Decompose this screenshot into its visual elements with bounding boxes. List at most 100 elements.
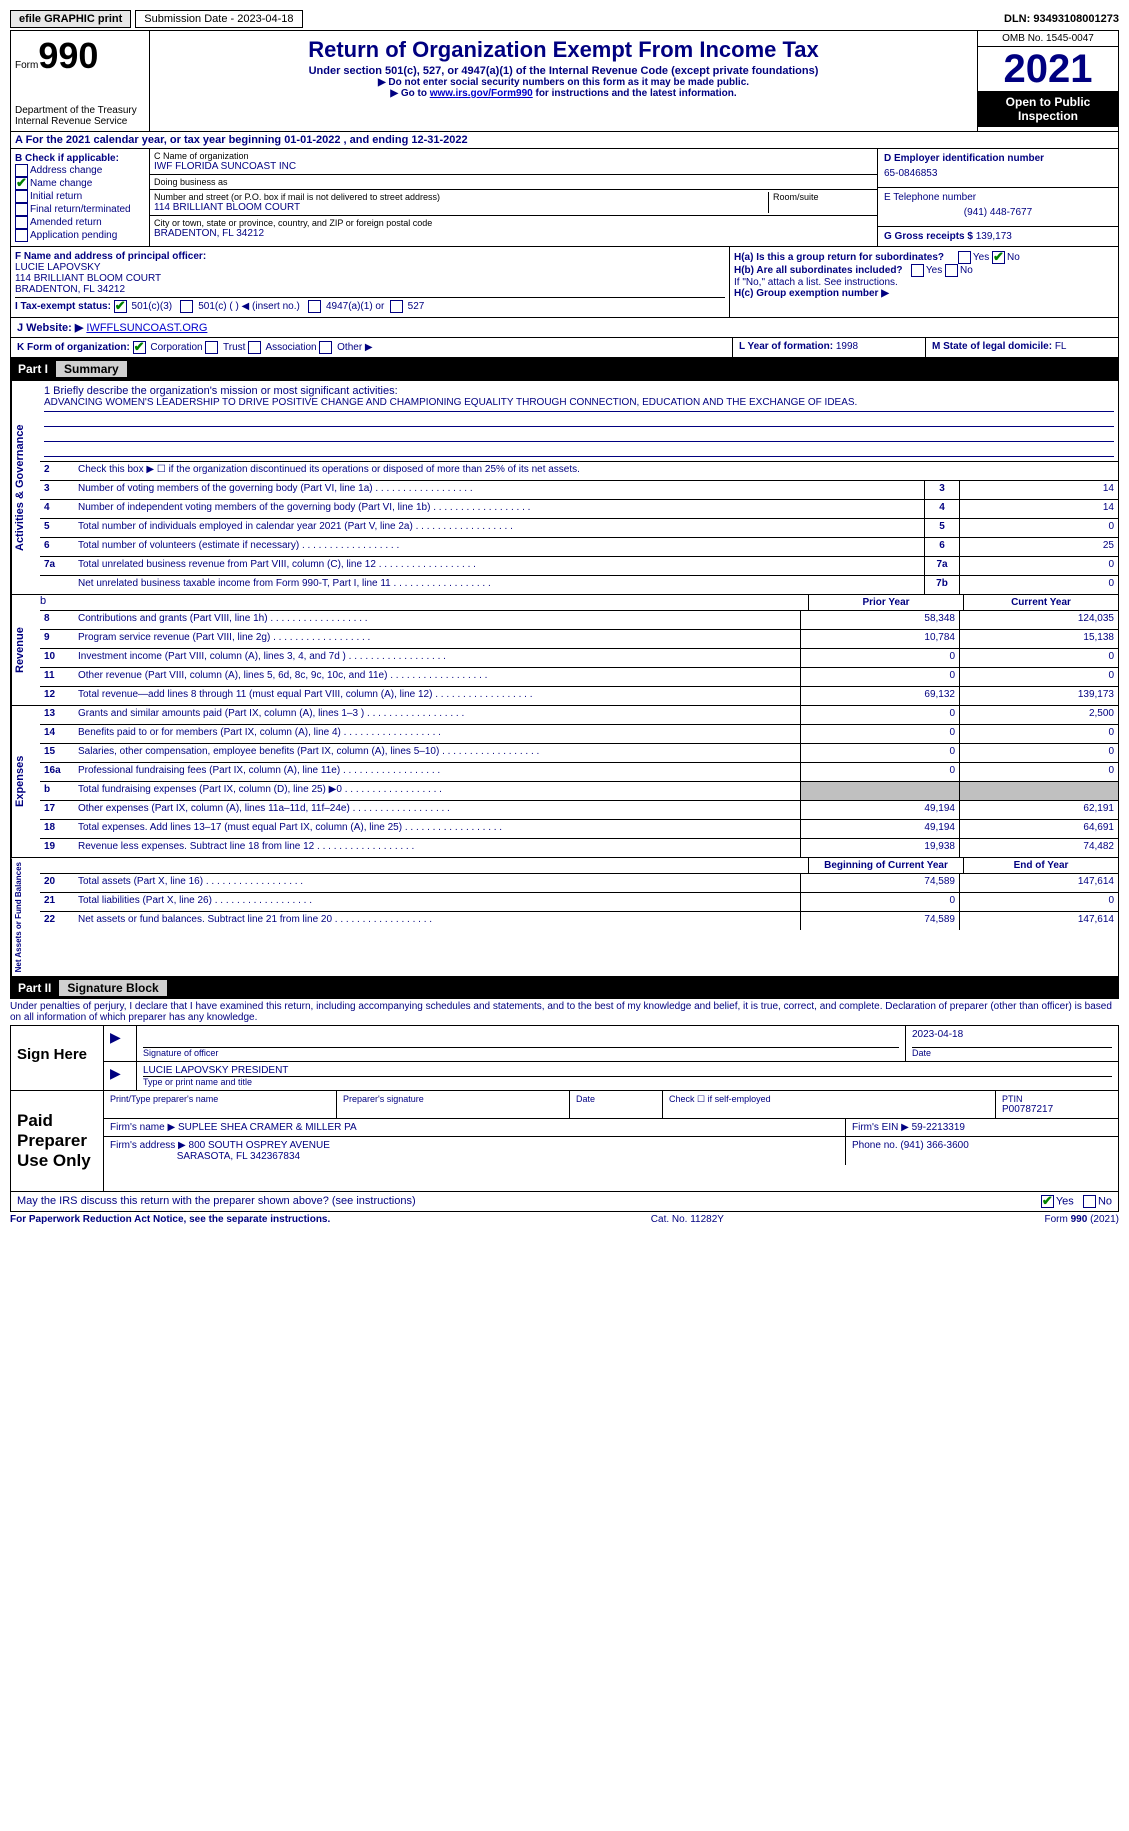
table-row: Professional fundraising fees (Part IX, … (74, 763, 800, 781)
cb-501c3[interactable] (114, 300, 127, 313)
cb-ha-yes[interactable] (958, 251, 971, 264)
org-name: IWF FLORIDA SUNCOAST INC (154, 161, 873, 172)
tax-year: 2021 (978, 47, 1118, 91)
vtab-revenue: Revenue (11, 595, 40, 705)
table-row: Total revenue—add lines 8 through 11 (mu… (74, 687, 800, 705)
vtab-expenses: Expenses (11, 706, 40, 857)
form-subtitle: Under section 501(c), 527, or 4947(a)(1)… (154, 65, 973, 77)
cb-amended[interactable] (15, 216, 28, 229)
table-row: Grants and similar amounts paid (Part IX… (74, 706, 800, 724)
cb-other[interactable] (319, 341, 332, 354)
table-row: Contributions and grants (Part VIII, lin… (74, 611, 800, 629)
website-link[interactable]: IWFFLSUNCOAST.ORG (86, 322, 207, 334)
firm-name: SUPLEE SHEA CRAMER & MILLER PA (178, 1122, 357, 1133)
e-label: E Telephone number (884, 192, 1112, 203)
topbar: efile GRAPHIC print Submission Date - 20… (10, 10, 1119, 28)
sign-here-block: Sign Here ▶ Signature of officer 2023-04… (10, 1025, 1119, 1091)
form-number: 990 (38, 35, 98, 76)
firm-phone: (941) 366-3600 (900, 1140, 968, 1151)
open-inspection: Open to Public Inspection (978, 91, 1118, 127)
note2-pre: ▶ Go to (390, 88, 429, 99)
efile-print-button[interactable]: efile GRAPHIC print (10, 10, 131, 28)
cb-trust[interactable] (205, 341, 218, 354)
cb-assoc[interactable] (248, 341, 261, 354)
cb-may-no[interactable] (1083, 1195, 1096, 1208)
city-label: City or town, state or province, country… (154, 218, 873, 228)
footer-right: Form 990 (2021) (1045, 1214, 1119, 1225)
table-row: Other expenses (Part IX, column (A), lin… (74, 801, 800, 819)
cb-name-change[interactable] (15, 177, 28, 190)
mission-text: ADVANCING WOMEN'S LEADERSHIP TO DRIVE PO… (44, 397, 1114, 412)
submission-date: Submission Date - 2023-04-18 (135, 10, 302, 28)
sig-officer-label: Signature of officer (143, 1047, 899, 1058)
room-label: Room/suite (773, 192, 873, 202)
table-row: Number of voting members of the governin… (74, 481, 924, 499)
phone-value: (941) 448-7677 (884, 203, 1112, 222)
sig-date: 2023-04-18 (912, 1029, 1112, 1047)
vtab-net: Net Assets or Fund Balances (11, 858, 40, 976)
cb-initial-return[interactable] (15, 190, 28, 203)
cb-may-yes[interactable] (1041, 1195, 1054, 1208)
ein-value: 65-0846853 (884, 164, 1112, 183)
part2-header: Part II Signature Block (10, 977, 1119, 999)
sign-here-label: Sign Here (11, 1026, 104, 1090)
cb-4947[interactable] (308, 300, 321, 313)
b-label: B Check if applicable: (15, 153, 145, 164)
hc-label: H(c) Group exemption number ▶ (734, 288, 889, 299)
printed-name-label: Type or print name and title (143, 1076, 1112, 1087)
line-a: A For the 2021 calendar year, or tax yea… (10, 132, 1119, 149)
firm-ein: 59-2213319 (912, 1122, 965, 1133)
cb-hb-no[interactable] (945, 264, 958, 277)
hb-note: If "No," attach a list. See instructions… (734, 277, 1114, 288)
cb-501c[interactable] (180, 300, 193, 313)
table-row: Total assets (Part X, line 16) (74, 874, 800, 892)
street-label: Number and street (or P.O. box if mail i… (154, 192, 768, 202)
footer-mid: Cat. No. 11282Y (651, 1214, 724, 1225)
table-row: Benefits paid to or for members (Part IX… (74, 725, 800, 743)
arrow-icon: ▶ (104, 1062, 137, 1090)
form-title: Return of Organization Exempt From Incom… (154, 37, 973, 63)
dba-label: Doing business as (154, 177, 873, 187)
sig-date-label: Date (912, 1047, 1112, 1058)
g-label: G Gross receipts $ (884, 231, 973, 242)
ptin: P00787217 (1002, 1104, 1112, 1115)
table-row: Total expenses. Add lines 13–17 (must eq… (74, 820, 800, 838)
i-label: I Tax-exempt status: (15, 301, 111, 312)
year-formation: 1998 (836, 341, 858, 352)
state-domicile: FL (1055, 341, 1067, 352)
k-label: K Form of organization: (17, 342, 130, 353)
form-label: Form (15, 60, 38, 71)
table-row: Total unrelated business revenue from Pa… (74, 557, 924, 575)
c-name-label: C Name of organization (154, 151, 873, 161)
officer-name: LUCIE LAPOVSKY (15, 262, 101, 273)
table-row: Other revenue (Part VIII, column (A), li… (74, 668, 800, 686)
table-row: Investment income (Part VIII, column (A)… (74, 649, 800, 667)
cb-final-return[interactable] (15, 203, 28, 216)
cb-corp[interactable] (133, 341, 146, 354)
form-note1: ▶ Do not enter social security numbers o… (154, 77, 973, 88)
m-label: M State of legal domicile: (932, 341, 1055, 352)
dept-treasury: Department of the Treasury (15, 105, 145, 116)
hdr-current: Current Year (963, 595, 1118, 610)
penalty-text: Under penalties of perjury, I declare th… (10, 999, 1119, 1025)
cb-app-pending[interactable] (15, 229, 28, 242)
dln: DLN: 93493108001273 (1004, 13, 1119, 25)
section-b: B Check if applicable: Address change Na… (11, 149, 150, 246)
vtab-governance: Activities & Governance (11, 381, 40, 594)
table-row: Total number of individuals employed in … (74, 519, 924, 537)
cb-527[interactable] (390, 300, 403, 313)
table-row: Total liabilities (Part X, line 26) (74, 893, 800, 911)
table-row: Number of independent voting members of … (74, 500, 924, 518)
hdr-end: End of Year (963, 858, 1118, 873)
f-label: F Name and address of principal officer: (15, 251, 206, 262)
d-label: D Employer identification number (884, 153, 1112, 164)
table-row: Net unrelated business taxable income fr… (74, 576, 924, 594)
footer-left: For Paperwork Reduction Act Notice, see … (10, 1214, 330, 1225)
cb-ha-no[interactable] (992, 251, 1005, 264)
cb-hb-yes[interactable] (911, 264, 924, 277)
hdr-beginning: Beginning of Current Year (808, 858, 963, 873)
irs-link[interactable]: www.irs.gov/Form990 (430, 88, 533, 99)
gross-receipts: 139,173 (976, 231, 1012, 242)
firm-addr1: 800 SOUTH OSPREY AVENUE (189, 1140, 330, 1151)
table-row: Revenue less expenses. Subtract line 18 … (74, 839, 800, 857)
